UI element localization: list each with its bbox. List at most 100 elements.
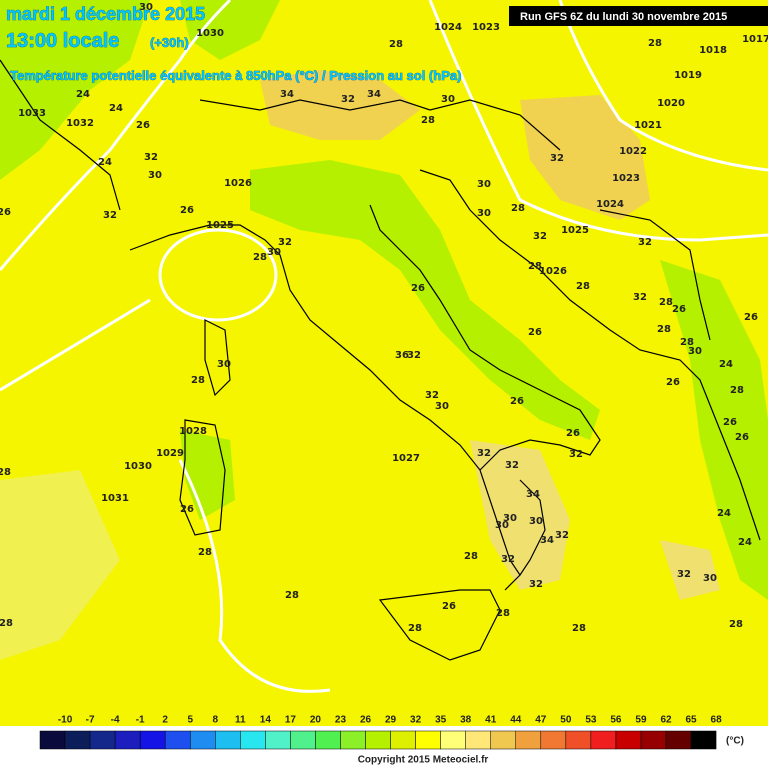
temperature-label: 28 xyxy=(496,608,510,619)
scale-tick-label: 65 xyxy=(685,715,697,726)
pressure-label: 1023 xyxy=(472,22,500,33)
scale-tick-label: -4 xyxy=(111,715,120,726)
scale-swatch xyxy=(89,730,116,750)
pressure-label: 1021 xyxy=(634,120,662,131)
pressure-label: 1026 xyxy=(224,178,252,189)
border xyxy=(199,99,561,151)
temperature-label: 34 xyxy=(280,89,294,100)
scale-unit: (°C) xyxy=(726,736,744,747)
temperature-label: 28 xyxy=(528,261,542,272)
scale-swatch xyxy=(390,730,416,750)
isobar xyxy=(158,228,278,322)
coastline xyxy=(204,319,231,397)
temperature-label: 30 xyxy=(217,359,231,370)
scale-tick-label: 35 xyxy=(435,715,447,726)
isobar xyxy=(428,0,768,242)
scale-tick-label: 32 xyxy=(410,715,422,726)
pressure-label: 1023 xyxy=(612,173,640,184)
temperature-label: 32 xyxy=(278,237,292,248)
scale-swatch xyxy=(690,730,717,750)
run-info: Run GFS 6Z du lundi 30 novembre 2015 xyxy=(520,11,727,23)
scale-swatch xyxy=(114,730,141,750)
scale-swatch xyxy=(615,730,642,750)
temperature-label: 32 xyxy=(144,152,158,163)
temperature-label: 28 xyxy=(659,297,673,308)
scale-swatch xyxy=(465,730,491,750)
isobars xyxy=(0,0,768,693)
temperature-label: 28 xyxy=(464,551,478,562)
scale-swatch xyxy=(565,730,592,750)
coastline xyxy=(378,589,501,661)
field-warm xyxy=(520,95,650,220)
temperature-label: 32 xyxy=(341,94,355,105)
temperature-label: 30 xyxy=(703,573,717,584)
pressure-label: 1025 xyxy=(206,220,234,231)
scale-tick-label: 47 xyxy=(535,715,547,726)
date: mardi 1 décembre 2015 xyxy=(6,4,205,24)
pressure-label: 1020 xyxy=(657,98,685,109)
temperature-label: 32 xyxy=(477,448,491,459)
scale-swatch xyxy=(440,730,466,750)
temperature-label: 26 xyxy=(0,207,11,218)
scale-swatch xyxy=(515,730,542,750)
temperature-label: 28 xyxy=(421,115,435,126)
field-warm xyxy=(470,440,570,590)
temperature-label: 28 xyxy=(572,623,586,634)
temperature-label: 32 xyxy=(425,390,439,401)
temperature-label: 28 xyxy=(389,39,403,50)
field-warm xyxy=(260,70,420,140)
pressure-label: 1018 xyxy=(699,45,727,56)
temperature-label: 32 xyxy=(407,350,421,361)
temperature-label: 28 xyxy=(285,590,299,601)
scale-tick-label: 29 xyxy=(385,715,397,726)
pressure-label: 1017 xyxy=(742,34,768,45)
temperature-label: 34 xyxy=(526,489,540,500)
temperature-label: 34 xyxy=(540,535,554,546)
field-green xyxy=(180,0,280,60)
temperature-label: 30 xyxy=(495,520,509,531)
field-warm xyxy=(660,540,720,600)
temperature-label: 28 xyxy=(680,337,694,348)
scale-tick-label: 17 xyxy=(285,715,297,726)
scale-tick-label: 14 xyxy=(260,715,272,726)
temperature-label: 26 xyxy=(672,304,686,315)
isobar xyxy=(558,0,768,172)
scale-tick-label: 8 xyxy=(212,715,218,726)
scale-tick-label: 26 xyxy=(360,715,372,726)
temperature-label: 24 xyxy=(717,508,731,519)
temperature-label: 28 xyxy=(0,618,13,629)
scale-swatch xyxy=(640,730,667,750)
scale-tick-label: 20 xyxy=(310,715,322,726)
pressure-label: 1024 xyxy=(434,22,462,33)
isobar xyxy=(0,0,232,271)
coastline xyxy=(129,224,521,591)
border xyxy=(0,59,121,211)
temperature-label: 28 xyxy=(729,619,743,630)
border xyxy=(599,209,711,341)
scale-swatch xyxy=(590,730,617,750)
temperature-label: 32 xyxy=(550,153,564,164)
isobar xyxy=(178,459,331,693)
scale-tick-label: -1 xyxy=(136,715,145,726)
temperature-label: 28 xyxy=(576,281,590,292)
scale-swatch xyxy=(265,730,291,750)
temperature-label: 26 xyxy=(744,312,758,323)
scale-swatch xyxy=(139,730,166,750)
pressure-label: 1031 xyxy=(101,493,129,504)
scale-swatch xyxy=(340,730,366,750)
temperature-label: 32 xyxy=(505,460,519,471)
color-scale: -10 -7 -4 -1 2 5 8 11 14 17 20 23 26 29 32 35 38 41 44 47 50… xyxy=(39,715,722,750)
temperature-label: 28 xyxy=(648,38,662,49)
temperature-label: 26 xyxy=(136,120,150,131)
scale-swatch xyxy=(365,730,391,750)
scale-tick-label: 50 xyxy=(560,715,572,726)
scale-tick-label: 2 xyxy=(162,715,168,726)
scale-tick-label: 59 xyxy=(635,715,647,726)
temperature-label: 30 xyxy=(435,401,449,412)
coastline xyxy=(179,419,226,536)
temperature-label: 32 xyxy=(677,569,691,580)
scale-tick-label: 44 xyxy=(510,715,522,726)
scale-swatch xyxy=(240,730,266,750)
scale-tick-label: -10 xyxy=(58,715,73,726)
temperature-label: 24 xyxy=(109,103,123,114)
